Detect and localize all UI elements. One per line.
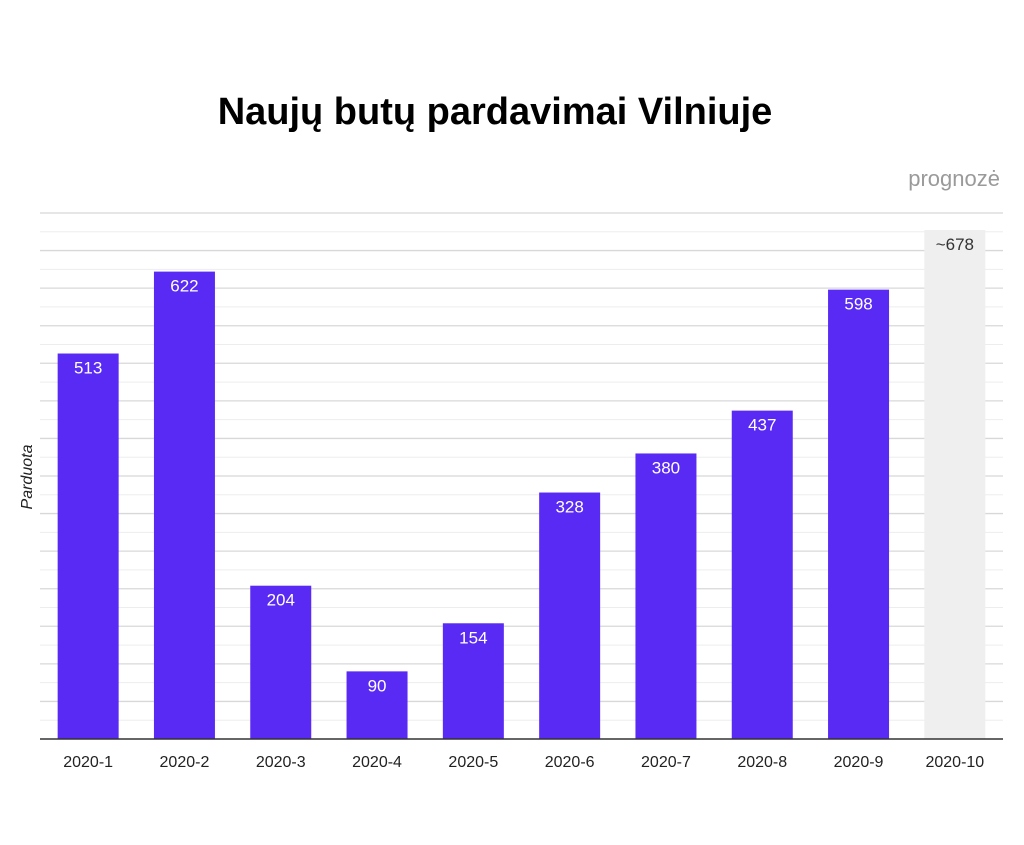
x-tick-label: 2020-8 [737,754,787,771]
x-tick-label: 2020-4 [352,754,402,771]
x-axis-ticks: 2020-1 2020-2 2020-3 2020-4 2020-5 2020-6 2020… [63,754,984,771]
bar-value-label: 437 [748,416,776,435]
bar [635,453,697,739]
x-tick-label: 2020-5 [448,754,498,771]
bar [153,271,215,739]
bars [57,230,986,739]
x-tick-label: 2020-9 [834,754,884,771]
forecast-label: prognozė [908,166,1000,191]
bar-value-label: 513 [74,359,102,378]
bar [57,353,119,739]
x-tick-label: 2020-1 [63,754,113,771]
bar-value-label: 90 [368,676,387,695]
x-tick-label: 2020-7 [641,754,691,771]
bar-value-label: 154 [459,628,487,647]
bar-value-label: 622 [170,277,198,296]
bar [828,289,890,739]
bar-value-label: 380 [652,458,680,477]
bar [539,492,601,739]
data-labels: 513 622 204 90 154 328 380 437 598 ~678 [74,235,974,695]
x-tick-label: 2020-6 [545,754,595,771]
bar-value-label: 598 [844,295,872,314]
forecast-bar [924,230,986,739]
y-axis-label: Parduota [19,444,36,509]
chart-title: Naujų butų pardavimai Vilniuje [218,91,773,133]
x-tick-label: 2020-10 [925,754,984,771]
bar-value-label: 328 [555,498,583,517]
bar [250,585,312,739]
x-tick-label: 2020-3 [256,754,306,771]
x-tick-label: 2020-2 [160,754,210,771]
bar [346,671,408,739]
bar [442,623,504,739]
bar-value-label: 204 [267,591,295,610]
bar [731,410,793,739]
bar-value-label: ~678 [936,235,974,254]
